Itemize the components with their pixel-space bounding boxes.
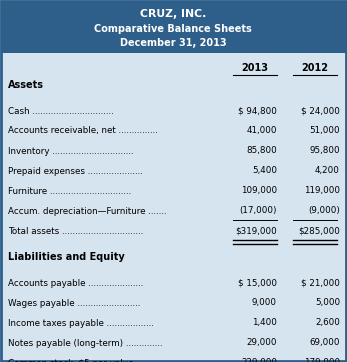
Text: $ 94,800: $ 94,800 (238, 106, 277, 115)
Text: 29,000: 29,000 (246, 338, 277, 348)
FancyBboxPatch shape (1, 1, 346, 53)
Text: 2013: 2013 (242, 63, 269, 73)
Text: 5,000: 5,000 (315, 299, 340, 307)
Text: 9,000: 9,000 (252, 299, 277, 307)
Text: 2012: 2012 (302, 63, 329, 73)
Text: CRUZ, INC.: CRUZ, INC. (140, 9, 206, 19)
Text: $ 15,000: $ 15,000 (238, 278, 277, 287)
Text: Accounts payable .....................: Accounts payable ..................... (8, 278, 143, 287)
Text: Wages payable ........................: Wages payable ........................ (8, 299, 141, 307)
Text: Notes payable (long-term) ..............: Notes payable (long-term) .............. (8, 338, 163, 348)
Text: Comparative Balance Sheets: Comparative Balance Sheets (94, 24, 252, 34)
Text: Cash ...............................: Cash ............................... (8, 106, 114, 115)
Text: 109,000: 109,000 (241, 186, 277, 195)
Text: Common stock, $5 par value ..........: Common stock, $5 par value .......... (8, 358, 163, 362)
Text: Assets: Assets (8, 80, 44, 90)
Text: 1,400: 1,400 (252, 319, 277, 328)
Text: Prepaid expenses .....................: Prepaid expenses ..................... (8, 167, 143, 176)
Text: 2,600: 2,600 (315, 319, 340, 328)
Text: 229,000: 229,000 (241, 358, 277, 362)
Text: $ 21,000: $ 21,000 (301, 278, 340, 287)
Text: Accum. depreciation—Furniture .......: Accum. depreciation—Furniture ....... (8, 206, 167, 215)
Text: December 31, 2013: December 31, 2013 (120, 38, 226, 48)
Text: 5,400: 5,400 (252, 167, 277, 176)
Text: 85,800: 85,800 (246, 147, 277, 156)
Text: Liabilities and Equity: Liabilities and Equity (8, 252, 125, 262)
Text: Total assets ...............................: Total assets ...........................… (8, 227, 143, 236)
Text: Accounts receivable, net ...............: Accounts receivable, net ............... (8, 126, 158, 135)
Text: $ 24,000: $ 24,000 (301, 106, 340, 115)
Text: Inventory ...............................: Inventory ..............................… (8, 147, 134, 156)
Text: 69,000: 69,000 (310, 338, 340, 348)
Text: (9,000): (9,000) (308, 206, 340, 215)
Text: 119,000: 119,000 (304, 186, 340, 195)
Text: 179,000: 179,000 (304, 358, 340, 362)
Text: 95,800: 95,800 (310, 147, 340, 156)
Text: (17,000): (17,000) (239, 206, 277, 215)
Text: $285,000: $285,000 (298, 227, 340, 236)
Text: $319,000: $319,000 (235, 227, 277, 236)
Text: 4,200: 4,200 (315, 167, 340, 176)
Text: 51,000: 51,000 (310, 126, 340, 135)
Text: 41,000: 41,000 (246, 126, 277, 135)
Text: Income taxes payable ..................: Income taxes payable .................. (8, 319, 154, 328)
Text: Furniture ...............................: Furniture ..............................… (8, 186, 131, 195)
